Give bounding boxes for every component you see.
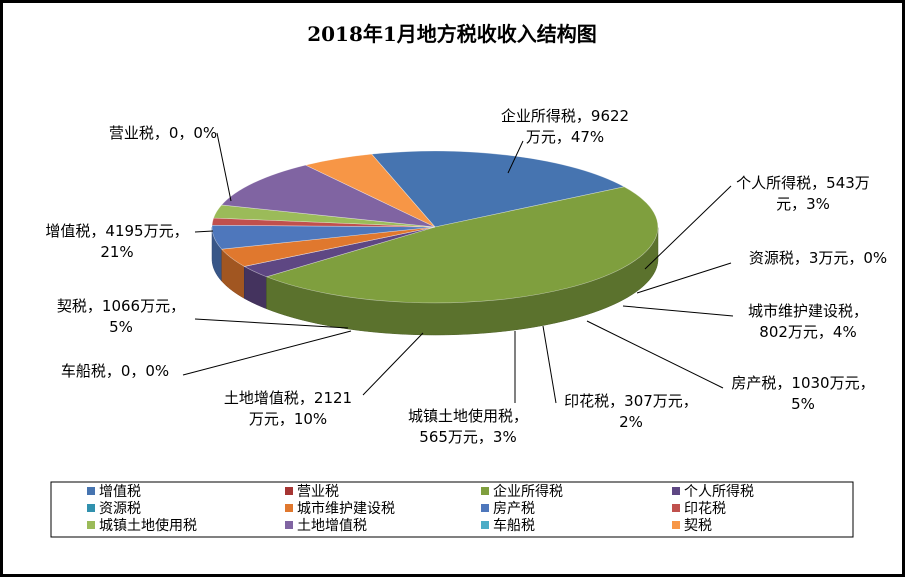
leader-line-0	[216, 132, 232, 202]
data-label-5-line-0: 房产税，1030万元，	[731, 374, 874, 392]
legend-label-0: 增值税	[99, 484, 141, 500]
legend-label-7: 印花税	[684, 501, 726, 517]
data-label-8-line-1: 万元，10%	[249, 410, 327, 428]
legend-item-2: 企业所得税	[481, 483, 563, 500]
legend-item-4: 资源税	[87, 501, 141, 517]
pie-tops	[211, 150, 659, 304]
data-label-1-line-0: 企业所得税，9622	[501, 107, 629, 125]
legend-swatch-3	[672, 487, 680, 495]
legend-item-3: 个人所得税	[672, 483, 754, 500]
legend-swatch-8	[87, 521, 95, 529]
pie-slice-slice-11	[304, 153, 436, 228]
legend-label-3: 个人所得税	[684, 483, 754, 500]
data-label-6-line-0: 印花税，307万元，	[564, 392, 698, 410]
legend-item-9: 土地增值税	[285, 518, 367, 534]
legend-item-5: 城市维护建设税	[285, 500, 395, 517]
legend-swatch-7	[672, 504, 680, 512]
data-label-10-line-0: 契税，1066万元，	[57, 297, 185, 315]
legend-item-11: 契税	[672, 518, 712, 534]
legend-swatch-10	[481, 521, 489, 529]
pie-chart: 2018年1月地方税收收入结构图 营业税，0，0% 企业所得税，9622 万元，47…	[45, 22, 887, 538]
data-label-7-line-0: 城镇土地使用税，	[408, 407, 528, 425]
legend-label-5: 城市维护建设税	[297, 500, 395, 517]
leader-line-10	[194, 318, 349, 329]
leader-line-4	[622, 305, 734, 317]
legend-swatch-6	[481, 504, 489, 512]
legend-swatch-11	[672, 521, 680, 529]
data-label-9-line-0: 车船税，0，0%	[61, 362, 169, 380]
label-leaders	[182, 132, 734, 404]
data-label-3-line-0: 资源税，3万元，0%	[749, 249, 887, 267]
legend-label-6: 房产税	[493, 501, 535, 517]
legend-item-0: 增值税	[87, 484, 141, 500]
legend-item-6: 房产税	[481, 501, 535, 517]
data-label-4-line-0: 城市维护建设税，	[748, 302, 868, 320]
legend-item-8: 城镇土地使用税	[87, 517, 197, 534]
legend-swatch-0	[87, 487, 95, 495]
pie-slice-slice-9	[220, 164, 436, 228]
legend-item-1: 营业税	[285, 484, 339, 500]
legend-item-10: 车船税	[481, 517, 535, 534]
data-label-4-line-1: 802万元，4%	[759, 323, 856, 341]
legend-label-8: 城镇土地使用税	[99, 517, 197, 534]
legend-swatch-9	[285, 521, 293, 529]
data-label-0-line-0: 营业税，0，0%	[109, 124, 217, 142]
data-label-11-line-0: 增值税，4195万元，	[45, 222, 188, 240]
legend-label-11: 契税	[684, 518, 712, 534]
pie-slice-slice-0	[371, 150, 626, 228]
chart-title: 2018年1月地方税收收入结构图	[307, 22, 597, 46]
legend-item-7: 印花税	[672, 501, 726, 517]
leader-line-11	[194, 230, 214, 233]
data-label-6-line-1: 2%	[619, 413, 643, 431]
legend-swatch-4	[87, 504, 95, 512]
legend-label-9: 土地增值税	[297, 518, 367, 534]
leader-line-1	[507, 140, 524, 174]
legend-label-2: 企业所得税	[493, 483, 563, 500]
data-label-1-line-1: 万元，47%	[526, 128, 604, 146]
pie-sides	[211, 227, 659, 336]
legend-swatch-1	[285, 487, 293, 495]
data-label-8-line-0: 土地增值税，2121	[224, 389, 352, 407]
legend-swatch-2	[481, 487, 489, 495]
legend-swatch-5	[285, 504, 293, 512]
leader-line-8	[362, 332, 424, 396]
data-label-7-line-1: 565万元，3%	[419, 428, 516, 446]
data-label-10-line-1: 5%	[109, 318, 133, 336]
data-label-5-line-1: 5%	[791, 395, 815, 413]
legend-label-10: 车船税	[493, 517, 535, 534]
leader-line-9	[182, 330, 352, 376]
legend-label-4: 资源税	[99, 501, 141, 517]
data-label-2-line-0: 个人所得税，543万	[736, 174, 870, 192]
leader-line-2	[644, 185, 732, 270]
data-label-11-line-1: 21%	[100, 243, 133, 261]
data-label-2-line-1: 元，3%	[776, 195, 830, 213]
legend-label-1: 营业税	[297, 484, 339, 500]
leader-line-5	[586, 320, 724, 389]
leader-line-6	[542, 325, 557, 404]
legend-box	[50, 481, 854, 538]
pie-slice-slice-2	[265, 186, 659, 304]
leader-line-3	[636, 262, 732, 294]
